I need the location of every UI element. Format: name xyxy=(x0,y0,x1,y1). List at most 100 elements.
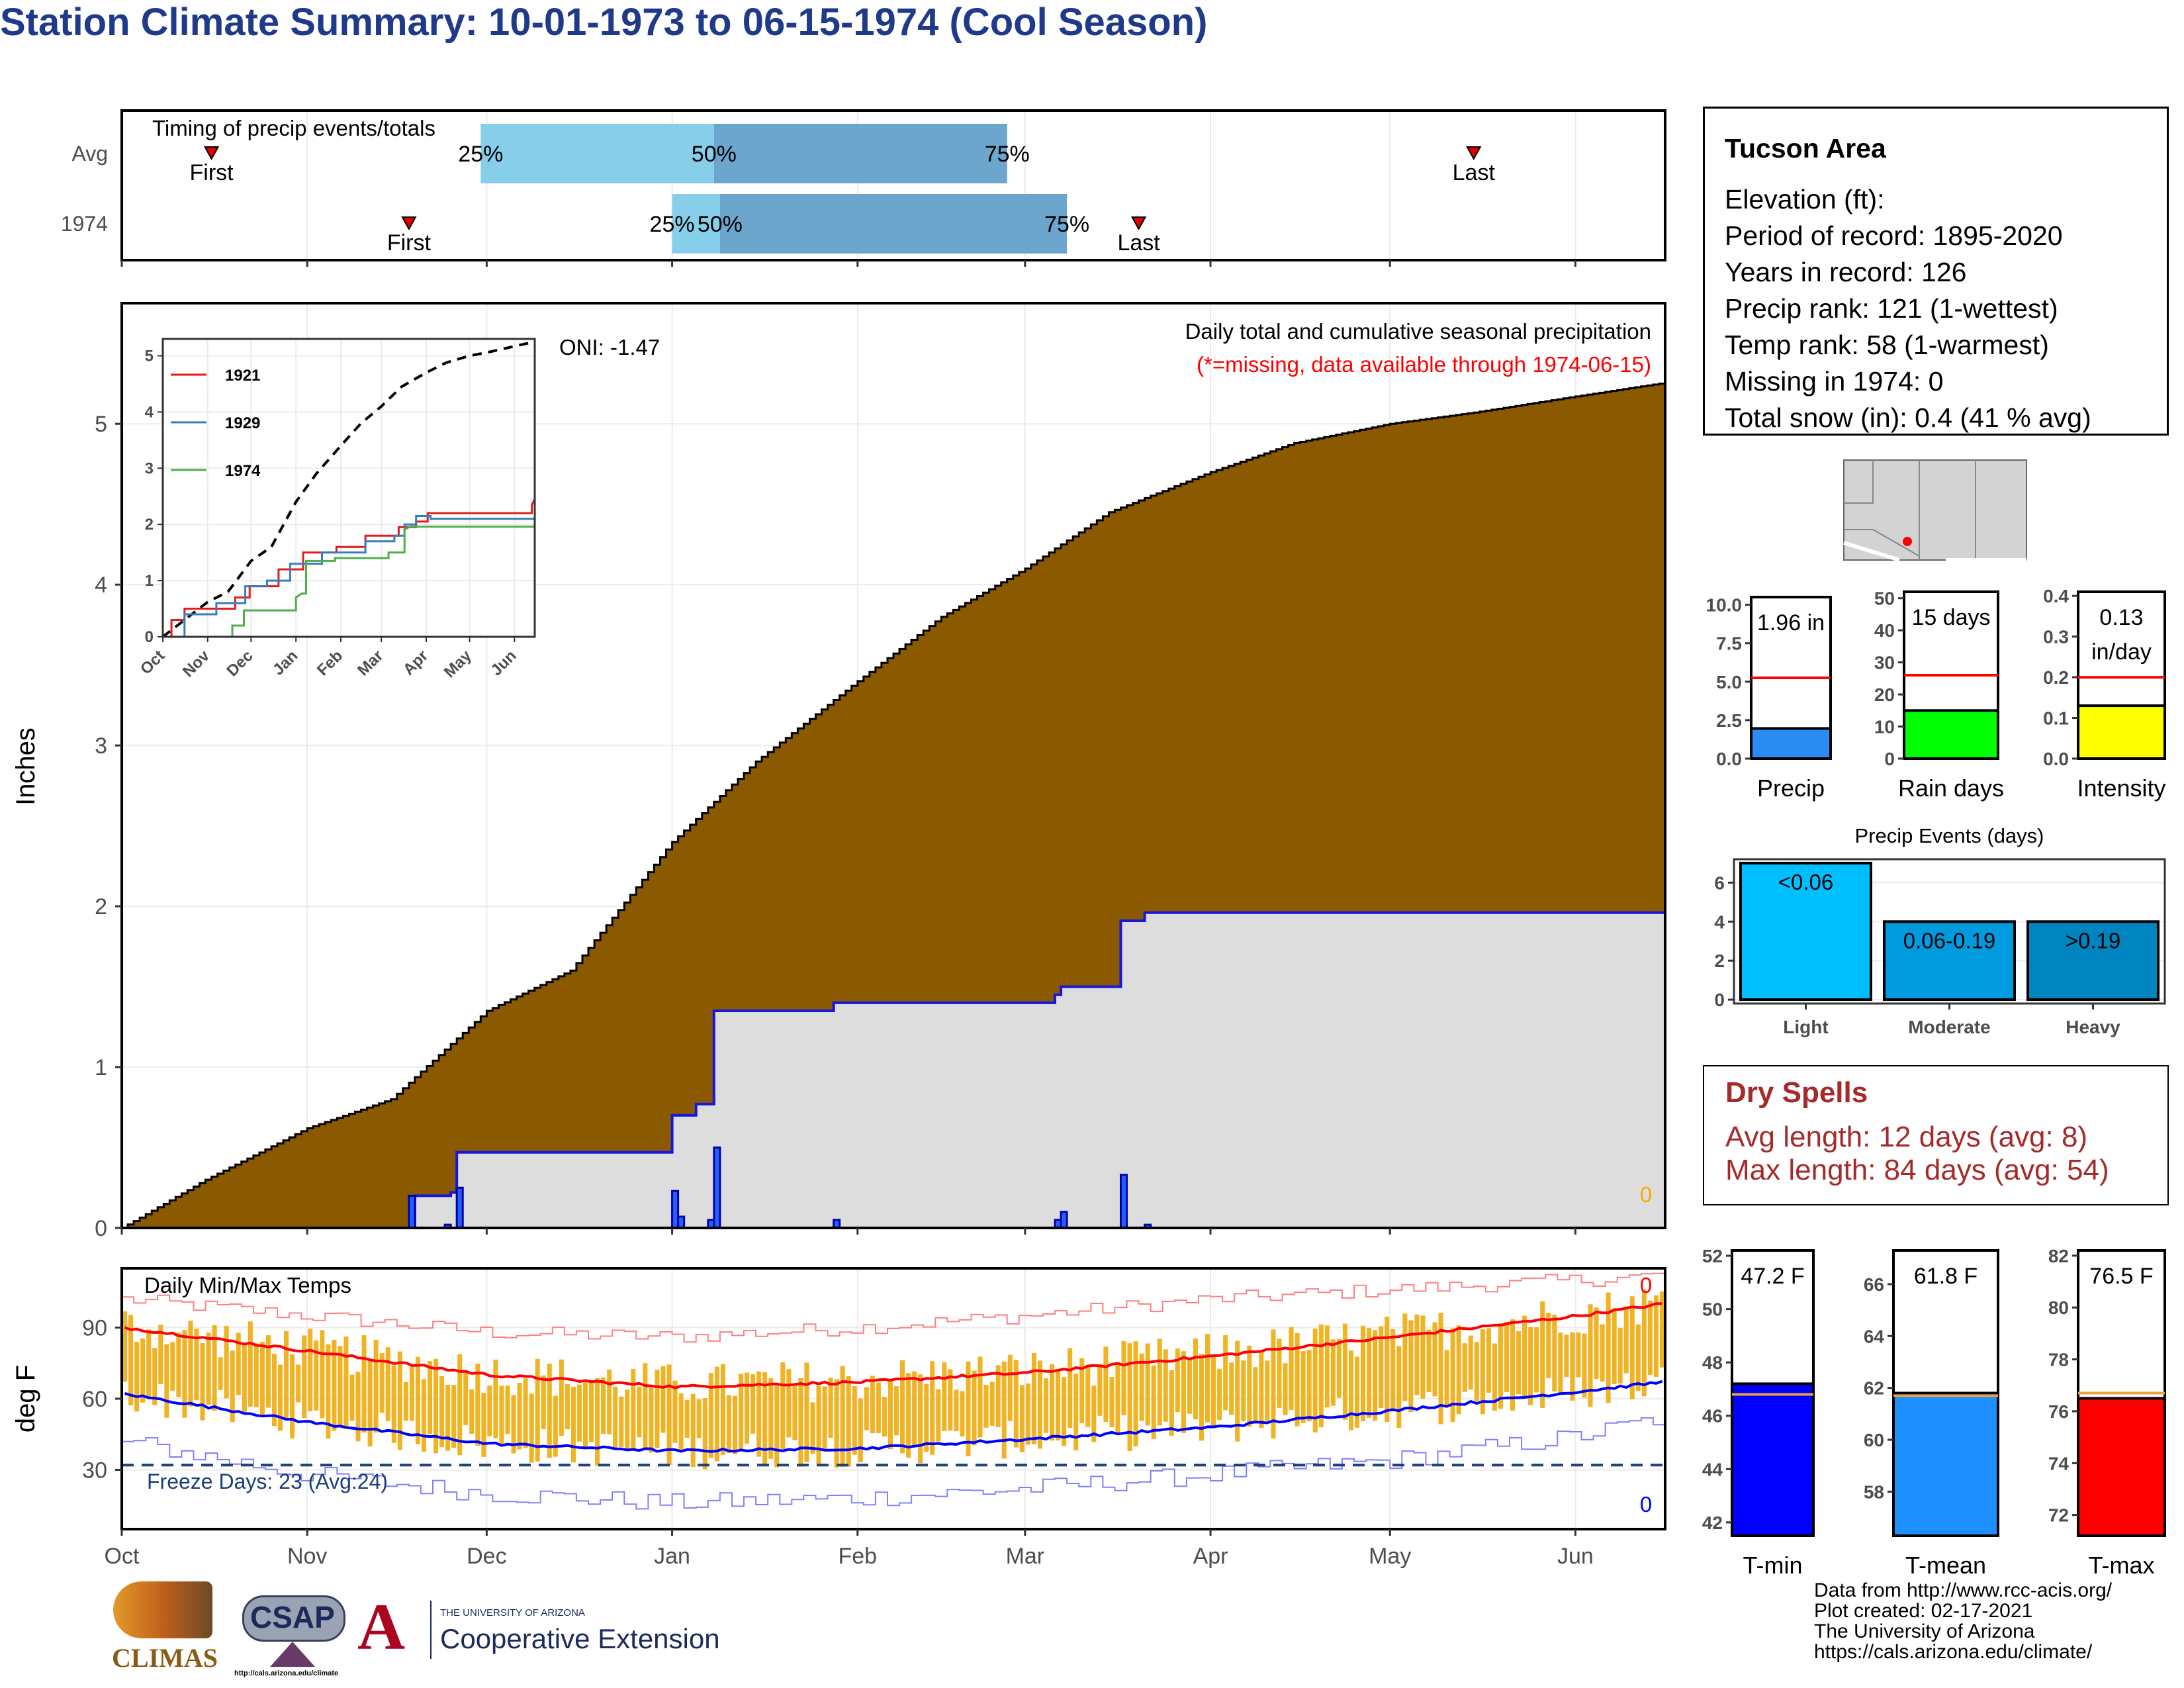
daily-temp-bar xyxy=(182,1330,187,1418)
daily-precip-bar xyxy=(677,1215,686,1229)
daily-temp-bar xyxy=(1390,1329,1396,1412)
daily-temp-bar xyxy=(756,1371,762,1457)
daily-temp-bar xyxy=(882,1397,887,1437)
daily-temp-bar xyxy=(1318,1324,1324,1428)
daily-temp-bar xyxy=(1193,1338,1198,1420)
precip-stat-rain-days-value-bar xyxy=(1903,709,1999,761)
temp-stat-tmax-value-text: 76.5 F xyxy=(2089,1264,2153,1289)
temp-y-axis-title: deg F xyxy=(11,1365,40,1432)
daily-temp-bar xyxy=(1354,1356,1360,1428)
daily-temp-bar xyxy=(469,1389,475,1434)
daily-temp-bar xyxy=(1235,1340,1240,1442)
csap-logo: CSAP http://cals.arizona.edu/climate xyxy=(230,1590,349,1681)
daily-temp-bar xyxy=(308,1329,313,1412)
precip-stat-rain-days-label: Rain days xyxy=(1898,774,2004,802)
daily-temp-bar xyxy=(948,1369,953,1431)
daily-temp-bar xyxy=(1408,1320,1414,1413)
temp-stat-tmax-y-tick-label: 72 xyxy=(2048,1505,2069,1526)
events-bar-light xyxy=(1739,861,1872,1002)
info-missing: Missing in 1974: 0 xyxy=(1725,366,1944,397)
daily-temp-bar xyxy=(1480,1329,1485,1415)
inset-panel-bg xyxy=(163,339,535,637)
events-bar-label: >0.19 xyxy=(2066,928,2121,953)
temp-stat-tmean-value-bar xyxy=(1892,1391,1999,1537)
daily-temp-bar xyxy=(1001,1361,1007,1459)
daily-temp-bar xyxy=(1361,1325,1366,1421)
inset-series-1974 xyxy=(163,526,535,638)
timing-label-q25-avg: 25% xyxy=(458,142,503,167)
daily-temp-bar xyxy=(1103,1346,1109,1423)
daily-temp-bar xyxy=(1617,1328,1623,1384)
daily-temp-bar xyxy=(451,1385,457,1448)
dry-spells-max: Max length: 84 days (avg: 54) xyxy=(1725,1154,2109,1186)
daily-temp-bar xyxy=(1414,1314,1420,1395)
daily-temp-bar xyxy=(768,1378,774,1459)
daily-temp-bar xyxy=(582,1379,588,1450)
daily-temp-bar xyxy=(1647,1300,1653,1376)
daily-temp-bar xyxy=(1456,1325,1461,1415)
daily-temp-bar xyxy=(206,1332,211,1405)
daily-temp-bar xyxy=(834,1379,839,1468)
daily-temp-bar xyxy=(1558,1333,1563,1393)
temp-x-tick-label: Jun xyxy=(1557,1544,1594,1569)
daily-temp-bar xyxy=(1277,1338,1282,1408)
daily-temp-bar xyxy=(708,1373,713,1458)
precip-y-tick-label: 5 xyxy=(95,412,107,437)
daily-temp-bar xyxy=(978,1356,983,1438)
events-bar-heavy xyxy=(2026,920,2160,1002)
avg-cumulative-outline xyxy=(122,383,1665,1229)
info-elevation: Elevation (ft): xyxy=(1725,184,1885,214)
dry-spells-box: Dry Spells Avg length: 12 days (avg: 8) … xyxy=(1703,1065,2169,1205)
precip-stat-rain-days-y-tick-label: 30 xyxy=(1874,653,1895,673)
daily-temp-bar xyxy=(1373,1330,1378,1421)
daily-temp-bar xyxy=(487,1385,492,1436)
precip-stat-rain-days-y-tick-label: 20 xyxy=(1874,684,1895,705)
temp-stat-tmin-label: T-min xyxy=(1743,1552,1803,1579)
daily-temp-bar xyxy=(1564,1335,1569,1378)
temp-stat-tmean-value-text: 61.8 F xyxy=(1914,1264,1978,1289)
daily-temp-bar xyxy=(595,1378,600,1466)
temp-stat-tmax-value-bar xyxy=(2077,1397,2166,1538)
daily-temp-bar xyxy=(607,1369,612,1434)
events-category-label: Moderate xyxy=(1908,1017,1990,1037)
temp-stat-tmean-y-tick-label: 58 xyxy=(1864,1481,1884,1502)
daily-temp-bar xyxy=(631,1369,636,1450)
inset-series-1921 xyxy=(163,498,536,638)
daily-temp-bar xyxy=(912,1371,917,1446)
inset-y-tick-label: 4 xyxy=(145,403,154,421)
temp-x-tick-label: Jan xyxy=(654,1544,690,1569)
daily-temp-bar xyxy=(822,1386,827,1450)
daily-precip-bar xyxy=(713,1147,721,1229)
daily-temp-bar xyxy=(457,1354,463,1456)
precip-stat-intensity-value-bar xyxy=(2077,704,2166,760)
daily-temp-bar xyxy=(798,1378,803,1467)
info-snow: Total snow (in): 0.4 (41 % avg) xyxy=(1725,402,2091,433)
daily-temp-bar xyxy=(1306,1350,1312,1421)
daily-temp-bar xyxy=(1031,1352,1036,1444)
daily-temp-bar xyxy=(1576,1332,1581,1378)
daily-temp-bar xyxy=(936,1389,941,1442)
temp-title: Daily Min/Max Temps xyxy=(144,1273,351,1297)
daily-temp-bar xyxy=(894,1386,899,1436)
daily-temp-bar xyxy=(995,1365,1001,1428)
avg-min-line xyxy=(124,1380,1663,1453)
temp-stat-tmean-y-tick-label: 64 xyxy=(1864,1326,1885,1346)
timing-label-q50-avg: 50% xyxy=(692,142,737,167)
temp-missing-max: 0 xyxy=(1640,1273,1652,1297)
timing-marker-last-avg xyxy=(1466,146,1482,161)
timing-bar-q25-q50-1974 xyxy=(672,194,720,254)
daily-temp-bar xyxy=(942,1362,947,1431)
precip-stat-precip-y-tick-label: 5.0 xyxy=(1716,672,1742,692)
daily-temp-bar xyxy=(242,1344,247,1414)
daily-temp-bar xyxy=(355,1372,361,1442)
precip-stat-rain-days-y-tick-label: 10 xyxy=(1874,717,1895,737)
csap-logo-text: CSAP xyxy=(250,1600,335,1634)
timing-label-last-avg: Last xyxy=(1453,160,1496,185)
daily-temp-bar xyxy=(619,1396,624,1448)
daily-temp-bar xyxy=(1091,1385,1097,1442)
daily-temp-bar xyxy=(1468,1335,1473,1390)
info-period: Period of record: 1895-2020 xyxy=(1725,220,2063,251)
events-y-tick-label: 0 xyxy=(1714,990,1725,1010)
daily-temp-bar xyxy=(265,1335,271,1408)
